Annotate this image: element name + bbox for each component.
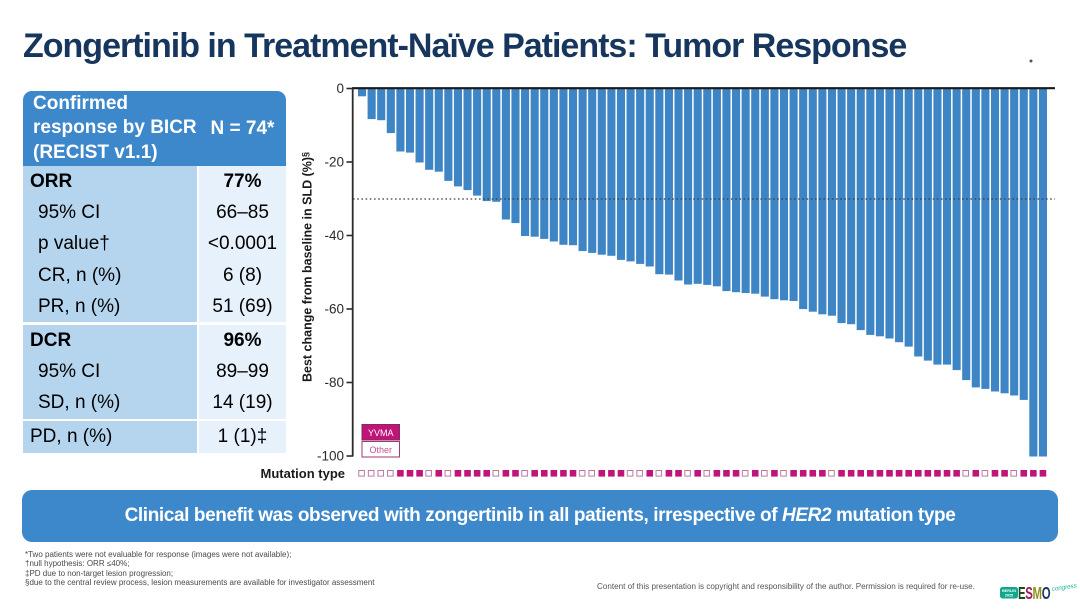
svg-text:BERLIN: BERLIN bbox=[1002, 589, 1016, 593]
svg-text:2025: 2025 bbox=[1005, 594, 1013, 598]
svg-text:ESMO: ESMO bbox=[1018, 584, 1050, 604]
svg-text:Mutation type: Mutation type bbox=[261, 466, 346, 481]
svg-text:0: 0 bbox=[336, 81, 344, 96]
svg-text:-100: -100 bbox=[317, 449, 344, 464]
svg-text:Other: Other bbox=[369, 445, 392, 455]
svg-text:YVMA: YVMA bbox=[368, 428, 394, 438]
svg-text:-80: -80 bbox=[324, 375, 344, 390]
svg-text:-40: -40 bbox=[324, 228, 344, 243]
svg-text:congress: congress bbox=[1051, 582, 1078, 593]
svg-text:Best change from baseline in S: Best change from baseline in SLD (%)§ bbox=[301, 152, 315, 382]
svg-text:-60: -60 bbox=[324, 302, 344, 317]
svg-text:-20: -20 bbox=[324, 155, 344, 170]
